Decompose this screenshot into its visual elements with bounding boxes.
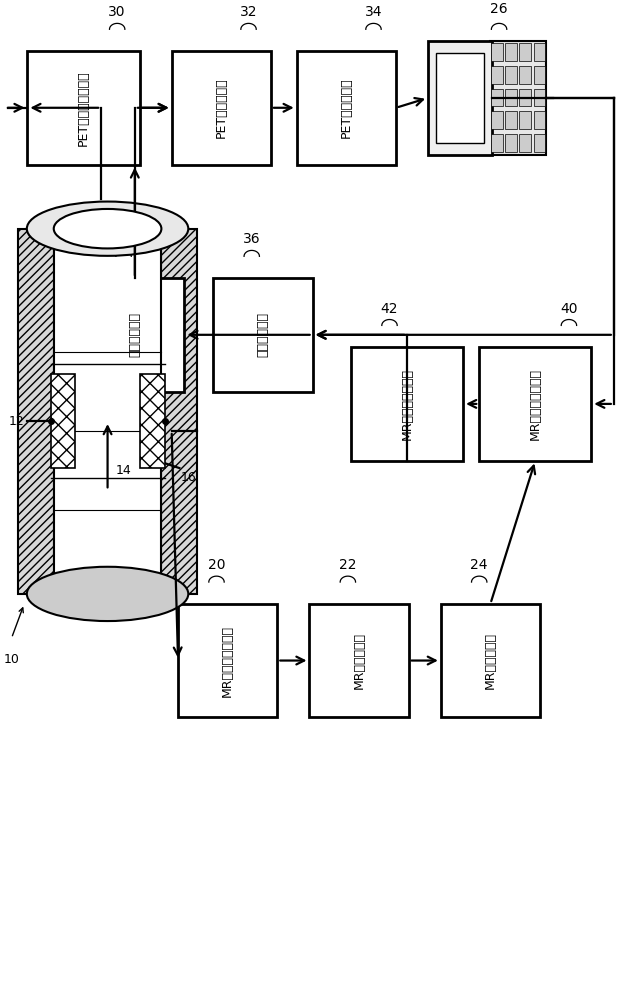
FancyBboxPatch shape [505, 43, 516, 61]
FancyBboxPatch shape [162, 229, 197, 594]
FancyBboxPatch shape [85, 278, 184, 392]
Text: 22: 22 [339, 558, 357, 572]
Text: 38: 38 [115, 232, 133, 246]
FancyBboxPatch shape [53, 229, 162, 594]
Text: 40: 40 [560, 302, 578, 316]
FancyBboxPatch shape [519, 111, 531, 129]
FancyBboxPatch shape [435, 53, 484, 143]
FancyBboxPatch shape [533, 89, 545, 106]
FancyBboxPatch shape [50, 374, 75, 468]
FancyBboxPatch shape [491, 89, 502, 106]
Text: 14: 14 [116, 464, 131, 477]
FancyBboxPatch shape [533, 111, 545, 129]
Text: 24: 24 [471, 558, 488, 572]
FancyBboxPatch shape [479, 347, 591, 461]
Text: PET重建处理器: PET重建处理器 [215, 77, 228, 138]
Text: MR图像分割处理器: MR图像分割处理器 [529, 368, 542, 440]
FancyBboxPatch shape [505, 134, 516, 152]
Text: PET成像数据缓存器: PET成像数据缓存器 [77, 70, 90, 146]
FancyBboxPatch shape [519, 89, 531, 106]
Text: 36: 36 [243, 232, 261, 246]
FancyBboxPatch shape [491, 134, 502, 152]
FancyBboxPatch shape [297, 51, 396, 165]
FancyBboxPatch shape [491, 111, 502, 129]
FancyBboxPatch shape [505, 89, 516, 106]
FancyBboxPatch shape [140, 374, 165, 468]
FancyBboxPatch shape [428, 41, 492, 155]
Text: 32: 32 [240, 5, 258, 19]
FancyBboxPatch shape [533, 66, 545, 84]
Text: 10: 10 [3, 653, 19, 666]
FancyBboxPatch shape [213, 278, 312, 392]
FancyBboxPatch shape [519, 43, 531, 61]
FancyBboxPatch shape [491, 66, 502, 84]
Text: 16: 16 [180, 471, 196, 484]
FancyBboxPatch shape [28, 51, 140, 165]
Ellipse shape [27, 567, 188, 621]
FancyBboxPatch shape [519, 66, 531, 84]
Ellipse shape [27, 202, 188, 256]
Text: 衰减图处理器: 衰减图处理器 [256, 312, 269, 357]
Text: 20: 20 [208, 558, 225, 572]
FancyBboxPatch shape [533, 134, 545, 152]
FancyBboxPatch shape [309, 604, 409, 717]
FancyBboxPatch shape [351, 347, 463, 461]
FancyBboxPatch shape [18, 229, 53, 594]
FancyBboxPatch shape [489, 41, 547, 155]
FancyBboxPatch shape [519, 134, 531, 152]
FancyBboxPatch shape [440, 604, 540, 717]
Text: 30: 30 [108, 5, 126, 19]
FancyBboxPatch shape [505, 66, 516, 84]
Ellipse shape [53, 209, 162, 248]
Text: 衰减图存储器: 衰减图存储器 [128, 312, 141, 357]
FancyBboxPatch shape [533, 43, 545, 61]
Text: 12: 12 [9, 415, 25, 428]
FancyBboxPatch shape [505, 111, 516, 129]
FancyBboxPatch shape [178, 604, 278, 717]
FancyBboxPatch shape [491, 43, 502, 61]
FancyBboxPatch shape [172, 51, 271, 165]
Text: 26: 26 [490, 2, 508, 16]
Text: MR图像存储器: MR图像存储器 [484, 632, 497, 689]
Text: MR分割图像存储器: MR分割图像存储器 [401, 368, 413, 440]
Text: PET图像存储器: PET图像存储器 [340, 77, 353, 138]
Text: MR成像数据缓存器: MR成像数据缓存器 [221, 625, 234, 697]
Text: MR重建处理器: MR重建处理器 [352, 632, 366, 689]
Text: 34: 34 [365, 5, 383, 19]
Text: 42: 42 [381, 302, 398, 316]
